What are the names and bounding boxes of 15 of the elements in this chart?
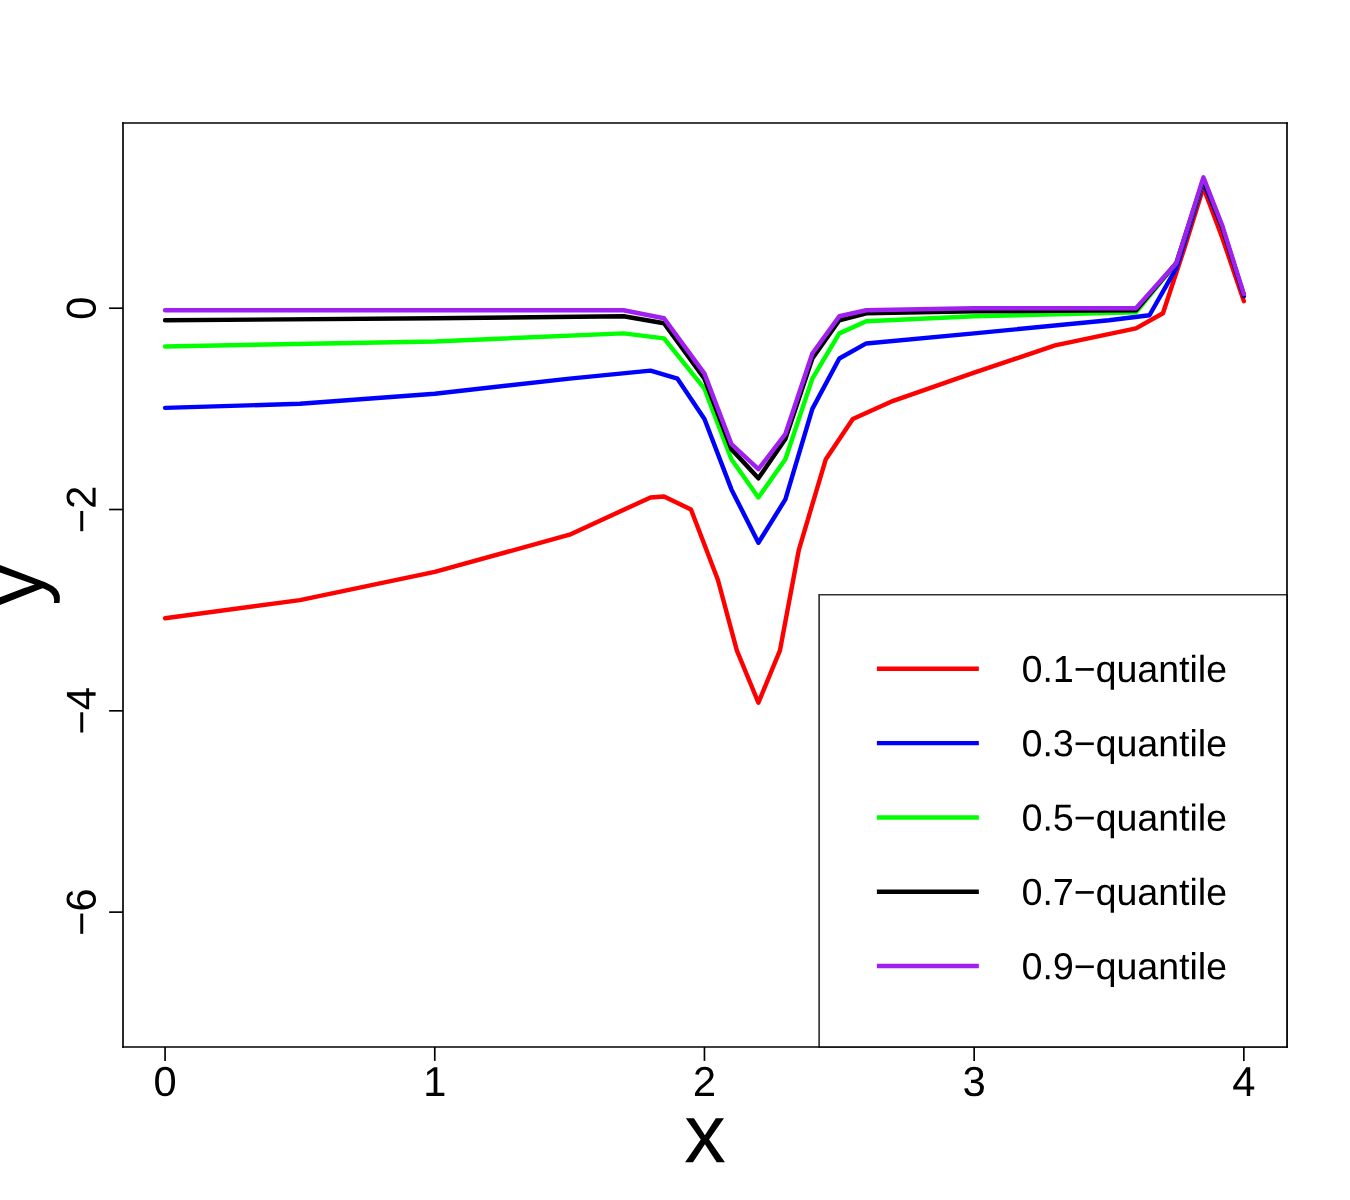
x-tick-label: 0 bbox=[155, 1066, 176, 1097]
x-tick-label: 1 bbox=[426, 1067, 445, 1096]
y-tick-label: 0 bbox=[66, 298, 97, 319]
y-tick-label: −4 bbox=[66, 688, 96, 733]
legend-label: 0.3−quantile bbox=[1023, 729, 1226, 764]
x-axis-title: x bbox=[685, 1118, 725, 1163]
x-tick-label: 4 bbox=[1233, 1067, 1255, 1096]
x-tick-label: 3 bbox=[964, 1066, 984, 1097]
legend-label: 0.5−quantile bbox=[1023, 803, 1226, 839]
legend-label: 0.1−quantile bbox=[1023, 654, 1226, 690]
legend-label: 0.7−quantile bbox=[1023, 877, 1226, 913]
y-tick-label: −2 bbox=[66, 487, 96, 532]
legend-label: 0.9−quantile bbox=[1023, 952, 1226, 987]
x-tick-label: 2 bbox=[694, 1066, 714, 1096]
y-tick-label: −6 bbox=[66, 890, 97, 934]
